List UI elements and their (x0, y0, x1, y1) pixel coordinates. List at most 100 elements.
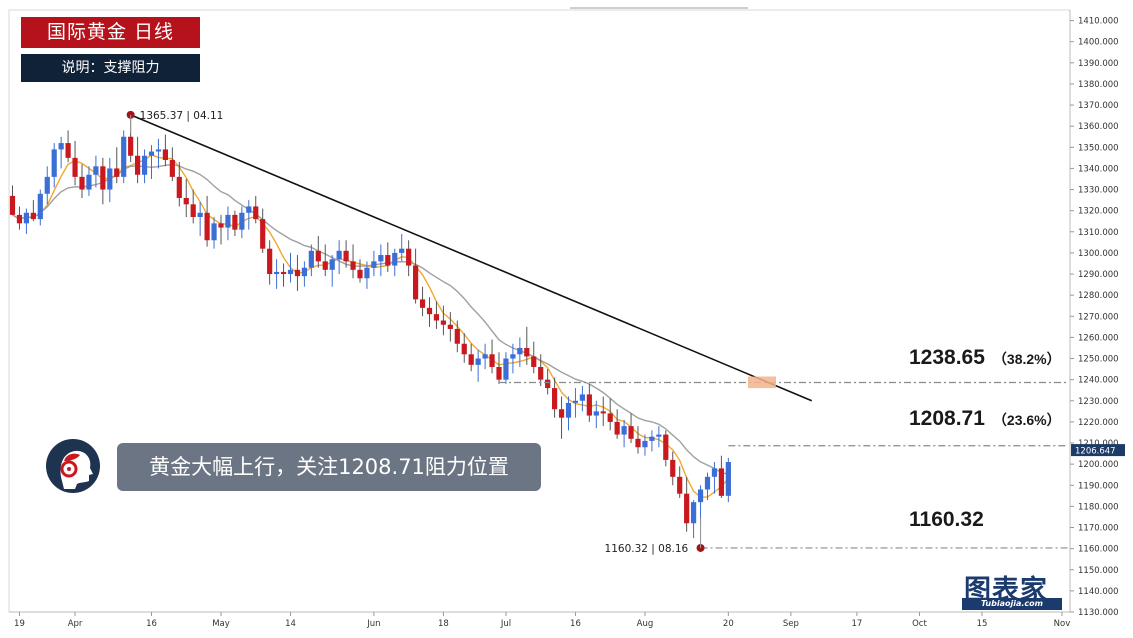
candle-body (572, 400, 579, 403)
candle-body (37, 193, 43, 220)
candle-body (72, 157, 78, 177)
last-price-tag (1071, 444, 1125, 457)
candle-body (246, 206, 252, 213)
x-tick-label: Sep (783, 619, 799, 629)
candle-body (378, 255, 384, 262)
candle-body (197, 212, 203, 218)
plot-area (8, 9, 1071, 613)
y-tick-label: 1290.000 (1078, 270, 1119, 280)
candle-body (114, 168, 120, 177)
y-tick-label: 1380.000 (1078, 80, 1119, 90)
candle-body (79, 176, 85, 190)
candle-body (260, 219, 266, 249)
candle-body (496, 366, 502, 380)
candle-body (65, 143, 71, 158)
candle-body (253, 206, 259, 220)
candle-body (440, 320, 446, 325)
candle-body (475, 358, 481, 365)
candle-body (148, 151, 155, 156)
analyst-avatar-icon (44, 437, 102, 495)
headline-banner: 黄金大幅上行，关注1208.71阻力位置 (117, 443, 541, 491)
y-tick-label: 1310.000 (1078, 228, 1119, 238)
candle-body (663, 434, 669, 460)
y-tick-label: 1210.000 (1078, 439, 1119, 449)
candle-body (677, 476, 683, 494)
y-tick-label: 1160.000 (1078, 545, 1119, 555)
x-tick-label: 14 (285, 619, 296, 629)
x-tick-label: 18 (438, 619, 449, 629)
candle-body (294, 269, 301, 277)
candle-body (607, 413, 613, 422)
candle-body (301, 267, 307, 277)
fib-price-low: 1160.32 (909, 508, 984, 531)
candle-body (107, 168, 113, 190)
candle-body (329, 259, 335, 270)
resistance-zone (748, 376, 776, 389)
candle-body (517, 347, 523, 355)
candle-body (586, 394, 592, 416)
y-tick-label: 1190.000 (1078, 481, 1119, 491)
candle-body (183, 197, 189, 205)
candle-body (93, 166, 99, 175)
candle-body (482, 354, 488, 359)
candle-body (697, 489, 704, 503)
y-tick-label: 1320.000 (1078, 207, 1119, 217)
candle-body (218, 223, 224, 228)
fib-pct-23: （23.6%） (992, 412, 1061, 428)
candle-body (121, 136, 127, 177)
y-tick-label: 1370.000 (1078, 101, 1119, 111)
x-tick-label: 17 (852, 619, 863, 629)
candle-body (489, 354, 495, 367)
candle-body (454, 328, 460, 344)
ma-fast-line (12, 154, 729, 498)
ma-slow-line (12, 163, 729, 475)
candle-body (58, 143, 64, 150)
candle-body (406, 248, 412, 266)
candle-body (350, 261, 356, 270)
candle-body (86, 174, 92, 190)
candle-body (642, 440, 648, 448)
x-tick-label: May (212, 619, 230, 629)
y-tick-label: 1150.000 (1078, 566, 1119, 576)
candle-body (419, 299, 426, 308)
candle-body (162, 149, 168, 160)
y-tick-label: 1350.000 (1078, 143, 1119, 153)
y-tick-label: 1390.000 (1078, 59, 1119, 69)
candle-body (190, 204, 196, 218)
candle-body (51, 149, 57, 177)
candle-body (413, 265, 419, 300)
y-tick-label: 1240.000 (1078, 376, 1119, 386)
candle-body (711, 468, 718, 477)
candle-body (399, 248, 405, 253)
candle-body (552, 388, 558, 410)
fib-level-low: 1160.32 (909, 508, 984, 532)
candle-body (274, 271, 280, 275)
y-tick-label: 1340.000 (1078, 164, 1119, 174)
trend-line (130, 114, 813, 402)
x-tick-label: 16 (146, 619, 157, 629)
candle-body (23, 212, 29, 224)
chart-subtitle: 说明：支撑阻力 (21, 54, 200, 82)
fib-level-23: 1208.71 （23.6%） (909, 407, 1061, 431)
candle-body (169, 159, 175, 177)
candle-body (593, 411, 599, 416)
y-tick-label: 1330.000 (1078, 186, 1119, 196)
candle-body (44, 176, 50, 194)
y-tick-label: 1300.000 (1078, 249, 1119, 259)
x-tick-label: Nov (1054, 619, 1071, 629)
candle-body (336, 250, 342, 260)
candle-body (649, 436, 655, 441)
candle-body (211, 223, 217, 241)
candle-body (461, 343, 467, 355)
candle-body (565, 402, 572, 418)
candle-body (670, 459, 676, 477)
x-tick-label: 15 (977, 619, 988, 629)
pivot-label-high: 1365.37 | 04.11 (140, 110, 224, 122)
fib-level-38: 1238.65 （38.2%） (909, 346, 1061, 370)
candle-body (128, 136, 134, 156)
y-tick-label: 1130.000 (1078, 608, 1119, 618)
candle-body (232, 214, 238, 230)
candle-body (16, 214, 23, 224)
